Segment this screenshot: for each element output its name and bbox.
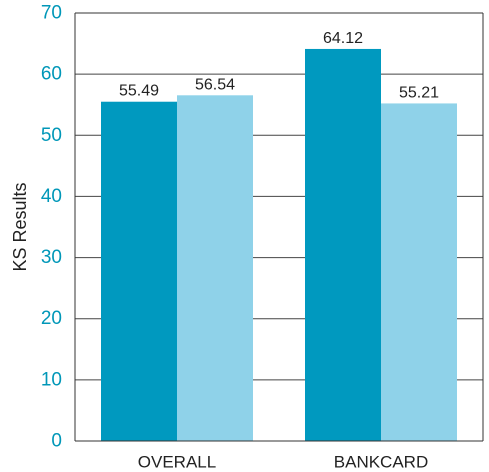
data-label: 55.49 — [119, 83, 159, 100]
y-tick-label: 20 — [41, 308, 62, 329]
data-label: 56.54 — [195, 76, 235, 93]
bar-overall-2 — [177, 95, 253, 442]
bars — [101, 48, 457, 442]
y-tick-label: 40 — [41, 186, 62, 207]
bar-bankcard-2 — [381, 103, 457, 441]
y-tick-label: 10 — [41, 369, 62, 390]
x-category-label: OVERALL — [138, 453, 216, 472]
y-axis-ticks: 0 10 20 30 40 50 60 70 — [41, 3, 62, 452]
y-tick-label: 70 — [41, 3, 62, 24]
y-tick-label: 0 — [51, 431, 62, 452]
y-tick-label: 50 — [41, 125, 62, 146]
bar-bankcard-1 — [305, 48, 381, 442]
x-axis-categories: OVERALL BANKCARD — [138, 453, 428, 472]
bar-overall-1 — [101, 101, 177, 441]
x-category-label: BANKCARD — [334, 453, 428, 472]
data-labels: 55.49 56.54 64.12 55.21 — [119, 30, 439, 101]
data-label: 64.12 — [323, 30, 363, 47]
y-tick-label: 60 — [41, 64, 62, 85]
y-tick-label: 30 — [41, 247, 62, 268]
data-label: 55.21 — [399, 84, 439, 101]
y-axis-title: KS Results — [10, 182, 30, 271]
